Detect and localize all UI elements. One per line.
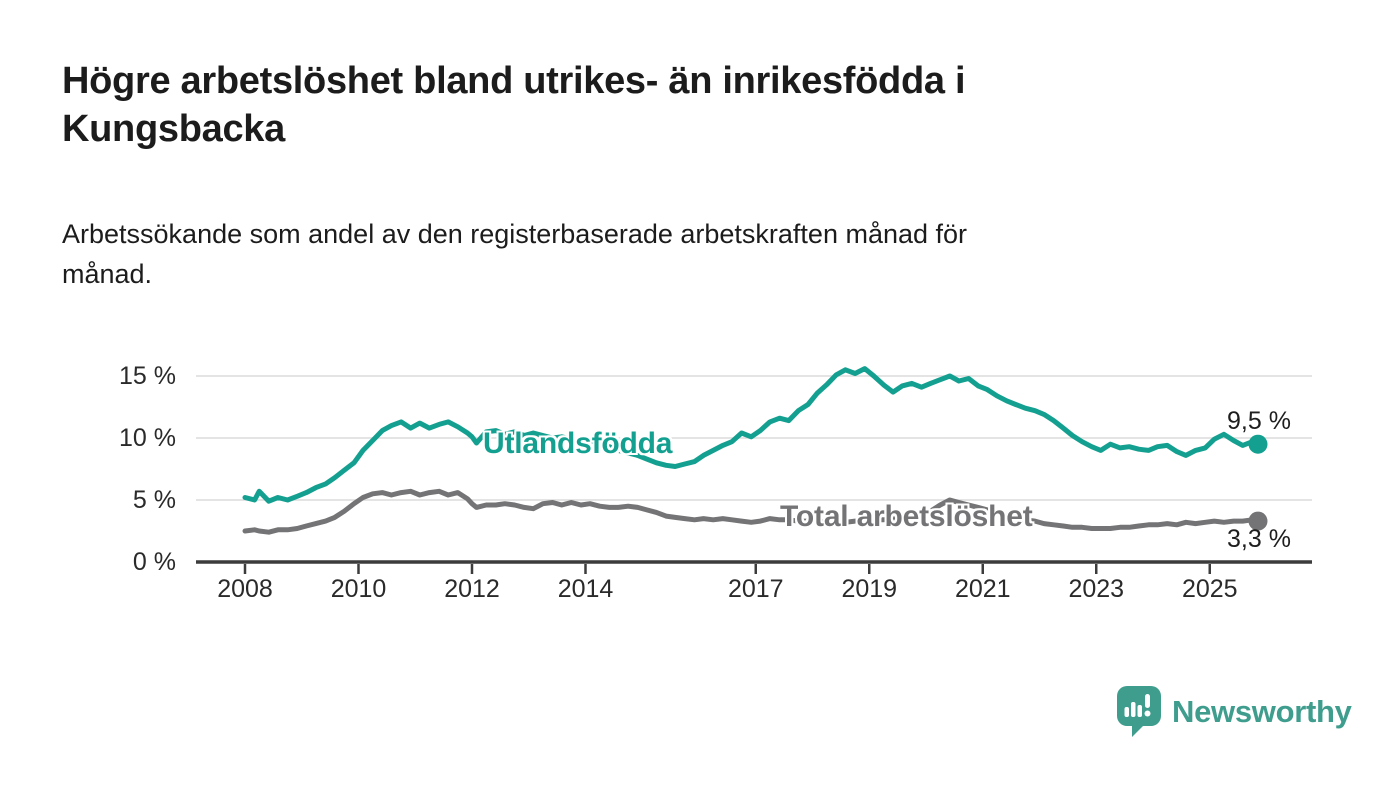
x-tick-label-2010: 2010 [330,575,387,603]
x-tick-label-2014: 2014 [557,575,614,603]
chart-subtitle-line-1: Arbetssökande som andel av den registerb… [62,219,968,249]
end-value-label-total-arbetsloshet: 3,3 % [1227,525,1291,553]
chart-subtitle: Arbetssökande som andel av den registerb… [62,214,1282,294]
newsworthy-bubble-chart-icon [1117,686,1161,737]
chart-title: Högre arbetslöshet bland utrikes- än inr… [62,57,1262,153]
newsworthy-wordmark: Newsworthy [1172,694,1352,729]
y-tick-label-5: 5 % [132,486,176,514]
chart-title-line-1: Högre arbetslöshet bland utrikes- än inr… [62,60,966,102]
series-end-dot-0 [1248,434,1268,454]
chart-subtitle-line-2: månad. [62,259,153,289]
x-tick-label-2021: 2021 [954,575,1011,603]
series-line-1 [242,488,1261,535]
x-tick-label-2019: 2019 [841,575,898,603]
x-tick-label-2023: 2023 [1068,575,1125,603]
series-end-dot-1 [1248,511,1268,531]
y-tick-label-10: 10 % [119,424,176,452]
chart-title-line-2: Kungsbacka [62,108,285,150]
x-tick-label-2025: 2025 [1181,575,1238,603]
series-line-0 [242,366,1261,504]
x-tick-label-2017: 2017 [727,575,784,603]
y-tick-label-0: 0 % [132,548,176,576]
newsworthy-logo[interactable]: Newsworthy [1117,686,1352,738]
x-tick-label-2012: 2012 [444,575,500,603]
x-tick-label-2008: 2008 [217,575,273,603]
y-tick-label-15: 15 % [119,362,176,390]
series-label-total-arbetsloshet: Total arbetslöshet [780,500,1033,533]
series-label-utlandsfodda: Utlandsfödda [483,427,673,460]
end-value-label-utlandsfodda: 9,5 % [1227,407,1291,435]
